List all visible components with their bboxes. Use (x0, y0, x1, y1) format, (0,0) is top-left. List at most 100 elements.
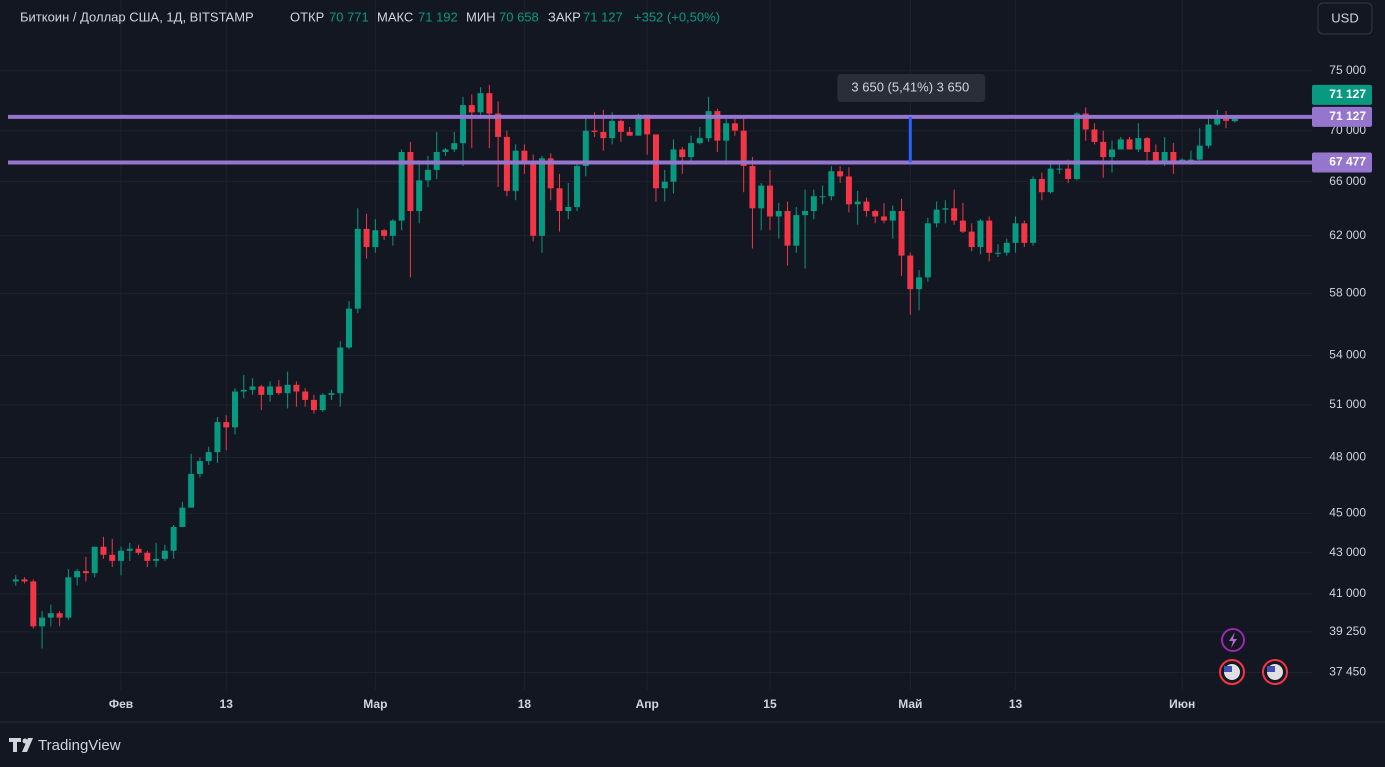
price-badge-label: 67 477 (1329, 155, 1366, 169)
candle-body (1231, 116, 1238, 122)
low-label: МИН (466, 9, 496, 24)
candle-body (556, 188, 563, 212)
candle-body (319, 394, 326, 411)
candle-body (196, 461, 203, 474)
last-price-label: 71 127 (1329, 87, 1366, 101)
candle-body (381, 230, 388, 236)
candle-body (354, 228, 361, 309)
candle-body (1073, 113, 1080, 180)
y-tick-label: 39 250 (1329, 624, 1366, 638)
y-tick-label: 58 000 (1329, 286, 1366, 300)
candle-body (1047, 168, 1054, 193)
y-tick-label: 54 000 (1329, 348, 1366, 362)
candle-body (389, 220, 396, 236)
candle-body (1205, 124, 1212, 146)
candle-body (968, 231, 975, 248)
candle-body (1170, 151, 1177, 163)
candle-body (758, 185, 765, 209)
candle-body (793, 215, 800, 246)
x-tick-label: Июн (1169, 697, 1195, 711)
candle-body (1135, 138, 1142, 150)
candle-body (170, 526, 177, 551)
y-tick-label: 75 000 (1329, 63, 1366, 77)
candle-body (1126, 139, 1133, 150)
event-icons (1219, 628, 1288, 685)
candle-body (635, 114, 642, 136)
candle-body (232, 391, 239, 428)
candle-body (749, 166, 756, 209)
candle-body (591, 130, 598, 132)
candle-body (293, 384, 300, 392)
y-tick-label: 48 000 (1329, 450, 1366, 464)
candle-body (100, 546, 107, 555)
brand-logo[interactable] (9, 738, 33, 752)
candle-body (398, 151, 405, 221)
candle-body (451, 143, 458, 150)
symbol: Биткоин / Доллар США, 1Д, BITSTAMP (20, 9, 254, 24)
currency-label[interactable]: USD (1331, 10, 1358, 25)
candle-body (424, 169, 431, 181)
y-tick-label: 43 000 (1329, 545, 1366, 559)
candle-body (819, 196, 826, 198)
plot (8, 84, 1312, 649)
lightning-shape (1229, 632, 1237, 648)
currency-button[interactable] (1317, 2, 1373, 35)
candle-body (644, 114, 651, 135)
candle-body (705, 111, 712, 139)
measure-label: 3 650 (5,41%) 3 650 (851, 79, 969, 94)
candle-body (802, 211, 809, 216)
candle-body (372, 230, 379, 248)
x-tick-label: Мар (363, 697, 387, 711)
close-label: ЗАКР (548, 9, 581, 24)
candle-body (1038, 179, 1045, 193)
change-value: +352 (+0,50%) (634, 9, 720, 24)
candle-body (916, 277, 923, 290)
candle-body (65, 577, 72, 618)
candle-body (188, 473, 195, 508)
price-badge (1312, 106, 1372, 127)
brand-name: TradingView (38, 737, 121, 754)
candle-body (837, 171, 844, 177)
candle-body (661, 181, 668, 189)
candle-body (1030, 179, 1037, 243)
candle-body (995, 252, 1001, 254)
candle-body (56, 613, 63, 618)
candle-body (933, 209, 940, 224)
candle-body (986, 220, 993, 253)
price-badge (1312, 152, 1372, 173)
y-tick-label: 66 000 (1329, 174, 1366, 188)
candle-body (1091, 129, 1098, 142)
candle-body (30, 581, 37, 627)
high-label: МАКС (377, 9, 413, 24)
flag-canton (1267, 666, 1275, 672)
candle-body (512, 150, 519, 191)
candle-body (538, 158, 545, 236)
y-tick-label: 51 000 (1329, 397, 1366, 411)
candle-body (12, 579, 19, 582)
candle-body (863, 201, 870, 212)
x-tick-label: 18 (518, 697, 532, 711)
y-tick-label: 41 000 (1329, 586, 1366, 600)
candle-body (135, 548, 142, 553)
candle-body (582, 130, 589, 167)
candle-body (82, 571, 89, 574)
candle-body (328, 393, 335, 395)
candle-body (91, 546, 98, 574)
candle-body (1161, 151, 1168, 161)
candle-body (495, 113, 502, 137)
candle-body (267, 386, 274, 395)
candle-body (889, 211, 896, 221)
open-label: ОТКР (290, 9, 324, 24)
candle-body (854, 201, 861, 205)
candle-body (363, 228, 370, 248)
candle-body (907, 255, 914, 290)
candle-body (1223, 117, 1230, 121)
candle-body (784, 211, 791, 246)
candle-body (407, 151, 414, 212)
candle-body (679, 149, 686, 158)
candle-body (1003, 242, 1010, 253)
candle-body (845, 176, 852, 205)
candle-body (310, 399, 317, 411)
x-tick-label: 13 (220, 697, 234, 711)
